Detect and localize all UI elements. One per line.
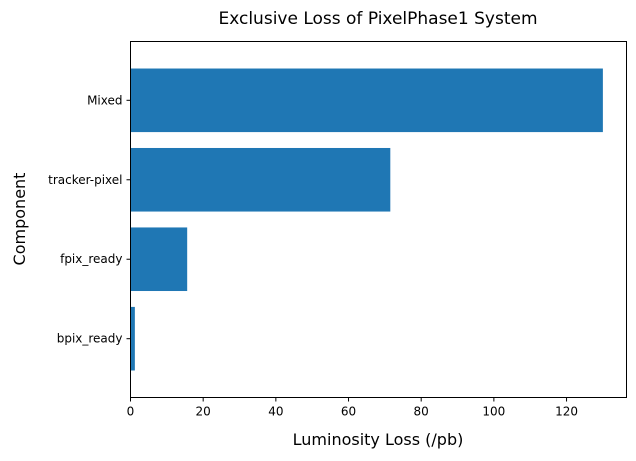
x-tick-label: 120: [555, 405, 578, 419]
x-tick-label: 60: [341, 405, 356, 419]
x-tick-label: 0: [127, 405, 135, 419]
chart-title: Exclusive Loss of PixelPhase1 System: [218, 9, 537, 29]
x-tick-label: 40: [268, 405, 283, 419]
bar-fpix_ready: [130, 227, 188, 292]
bar-bpix_ready: [130, 306, 135, 371]
y-tick-label: tracker-pixel: [48, 173, 122, 187]
x-axis-title: Luminosity Loss (/pb): [293, 430, 464, 449]
bar-tracker-pixel: [130, 147, 391, 212]
x-tick-label: 20: [196, 405, 211, 419]
x-tick-label: 100: [482, 405, 505, 419]
y-axis-ticks: bpix_ready fpix_ready tracker-pixel Mixed: [48, 93, 131, 346]
bars-group: [130, 68, 603, 371]
y-tick-label: Mixed: [87, 93, 122, 107]
x-tick-label: 80: [414, 405, 429, 419]
x-axis-ticks: 0 20 40 60 80 100 120: [127, 397, 578, 419]
y-tick-label: fpix_ready: [60, 252, 122, 266]
bar-Mixed: [130, 68, 603, 133]
y-axis-title: Component: [10, 173, 29, 266]
plot-frame: [130, 41, 627, 398]
y-tick-label: bpix_ready: [57, 332, 123, 346]
